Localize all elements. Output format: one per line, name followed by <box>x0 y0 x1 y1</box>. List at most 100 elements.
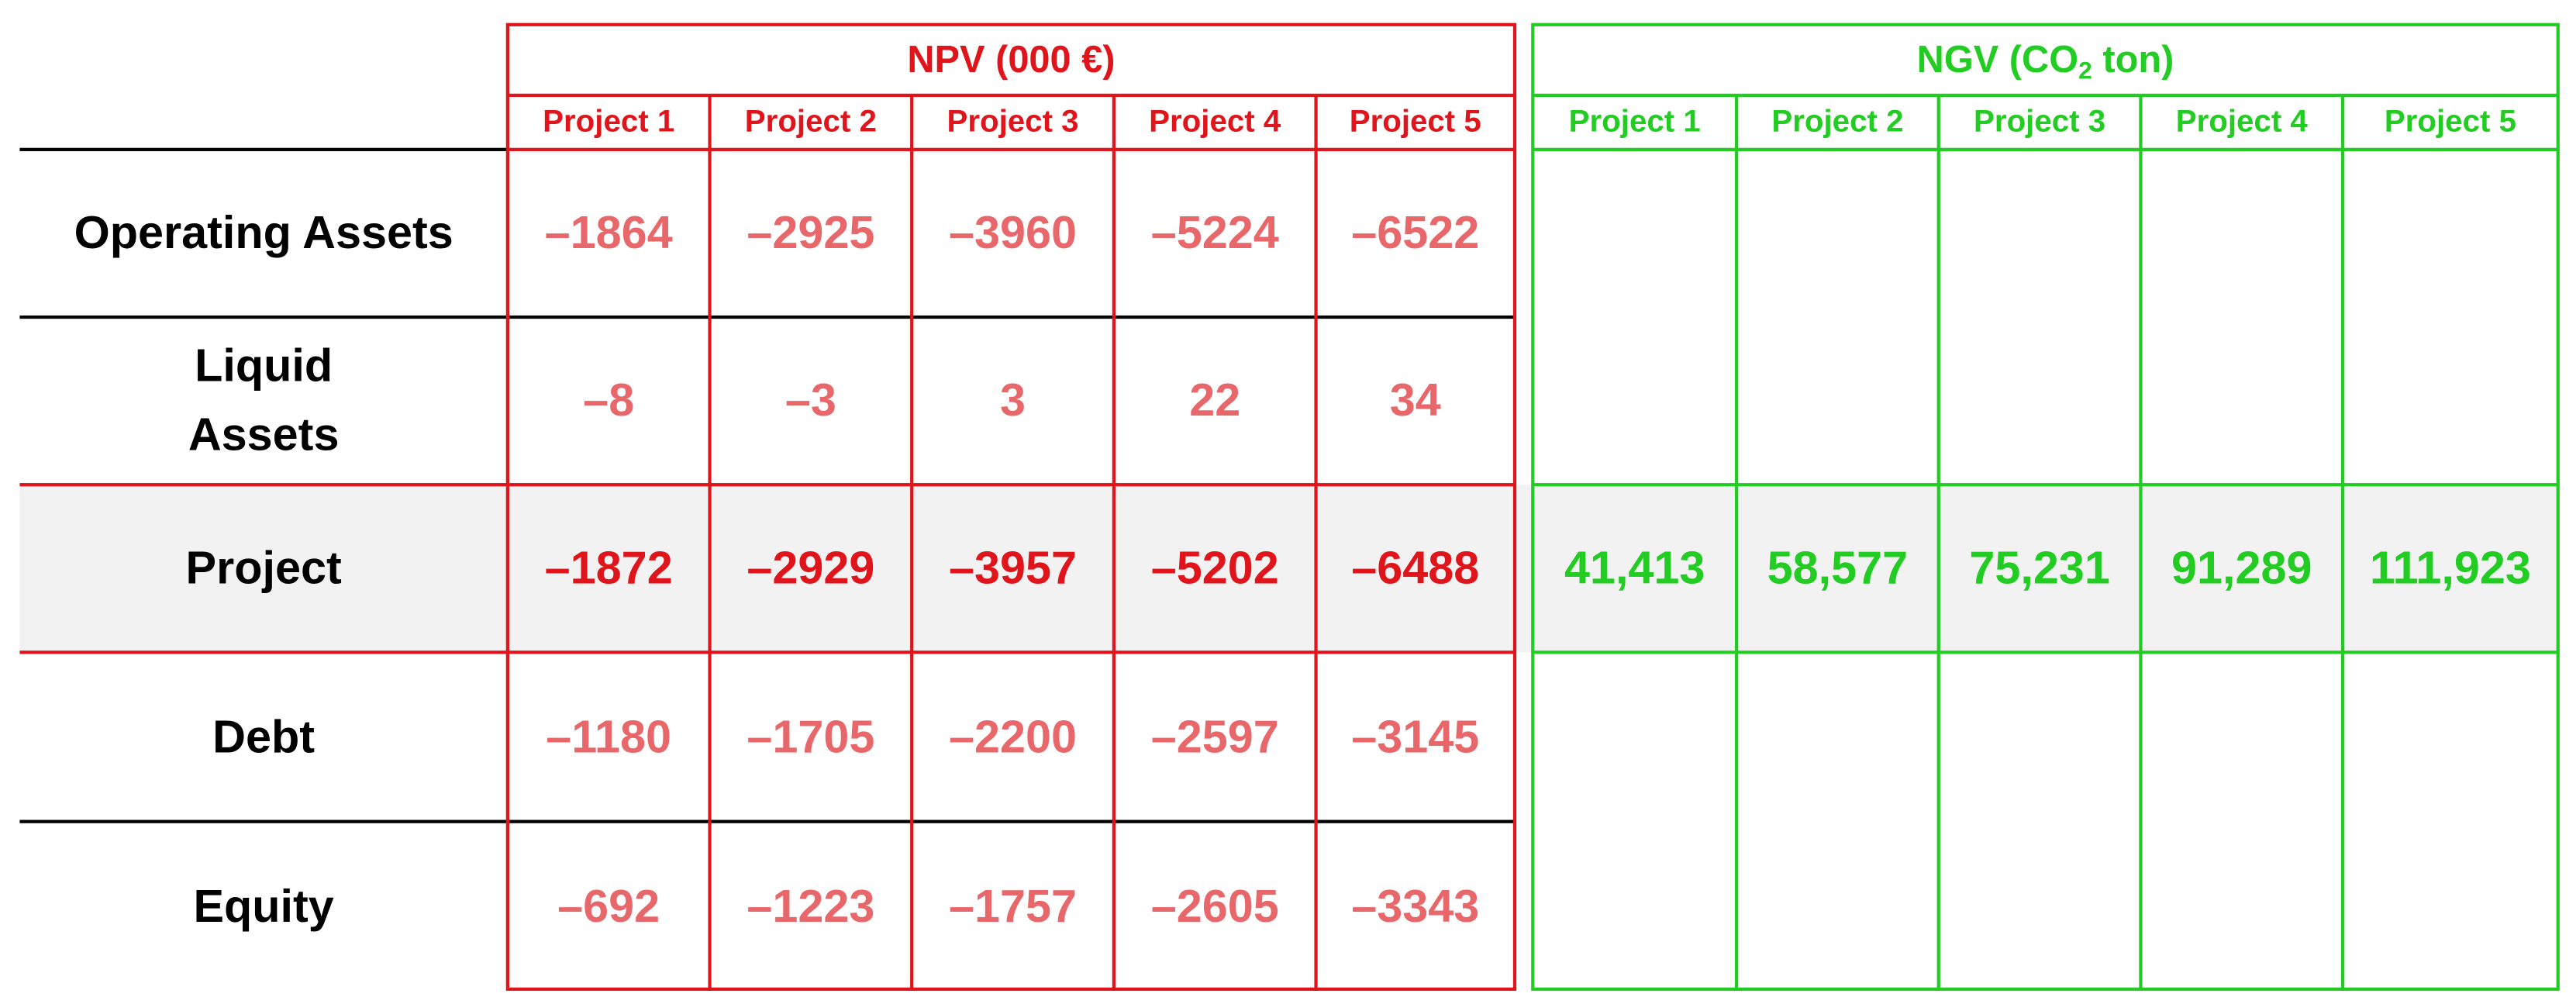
ngv-value-text: 41,413 <box>1564 542 1705 594</box>
npv-value: –2200 <box>912 652 1114 821</box>
npv-column-header-text: Project 5 <box>1349 104 1481 140</box>
npv-value: 3 <box>912 317 1114 485</box>
ngv-value-text: 91,289 <box>2171 542 2312 594</box>
npv-column-header-text: Project 1 <box>543 104 675 140</box>
npv-value-text: –6488 <box>1351 542 1480 594</box>
npv-column-header: Project 3 <box>912 95 1114 150</box>
npv-value-text: –1180 <box>546 710 672 762</box>
npv-column-header-text: Project 4 <box>1149 104 1281 140</box>
npv-value-text: –2605 <box>1150 879 1279 931</box>
npv-column-header-text: Project 2 <box>744 104 877 140</box>
row-label-text: Liquid Assets <box>188 340 340 461</box>
npv-value-text: –3957 <box>949 542 1078 594</box>
npv-value-text: –1223 <box>747 879 875 931</box>
v-rule <box>910 95 913 991</box>
npv-value: –3957 <box>912 485 1114 652</box>
ngv-value: 58,577 <box>1736 485 1939 652</box>
v-rule <box>1112 95 1116 991</box>
npv-value: –692 <box>508 822 710 991</box>
npv-value: –2925 <box>710 150 912 317</box>
npv-value-text: –3 <box>785 374 836 426</box>
ngv-value-text: 58,577 <box>1767 542 1909 594</box>
row-label: Project <box>19 485 507 652</box>
npv-value-text: –1864 <box>544 207 673 258</box>
npv-value-text: –2925 <box>747 207 875 258</box>
ngv-column-header-text: Project 3 <box>1974 104 2106 140</box>
highlight-band <box>19 485 2558 653</box>
npv-value: –3145 <box>1316 652 1515 821</box>
ngv-value: 41,413 <box>1533 485 1736 652</box>
npv-value-text: –8 <box>583 374 635 426</box>
npv-value: –3960 <box>912 150 1114 317</box>
ngv-value: 111,923 <box>2343 485 2558 652</box>
row-label: Equity <box>19 822 507 991</box>
ngv-column-header-text: Project 2 <box>1771 104 1904 140</box>
row-label: Liquid Assets <box>19 317 507 485</box>
v-rule <box>2139 95 2143 991</box>
h-rule <box>1533 483 2558 487</box>
v-rule <box>1314 95 1318 991</box>
row-label-text: Debt <box>212 710 316 762</box>
npv-value: –1872 <box>508 485 710 652</box>
ngv-column-header: Project 1 <box>1533 95 1736 150</box>
npv-value-text: –3343 <box>1351 879 1480 931</box>
npv-value: –1864 <box>508 150 710 317</box>
row-label-text: Equity <box>193 879 334 931</box>
npv-title-text: NPV (000 €) <box>907 36 1116 80</box>
npv-value: –2929 <box>710 485 912 652</box>
h-rule <box>1533 93 2558 98</box>
ngv-column-header: Project 4 <box>2140 95 2343 150</box>
npv-column-header: Project 5 <box>1316 95 1515 150</box>
npv-value: –2605 <box>1114 822 1316 991</box>
row-label: Operating Assets <box>19 150 507 317</box>
ngv-title: NGV (CO2 ton) <box>1533 23 2557 95</box>
ngv-column-header: Project 5 <box>2343 95 2558 150</box>
npv-value-text: –692 <box>557 879 660 931</box>
npv-value-text: –2929 <box>747 542 875 594</box>
npv-value-text: –2200 <box>949 710 1078 762</box>
h-rule <box>1533 147 2558 151</box>
row-label-text: Project <box>185 542 342 594</box>
v-rule <box>1735 95 1738 991</box>
npv-value-text: 34 <box>1389 374 1441 426</box>
npv-value: –1223 <box>710 822 912 991</box>
row-label-text: Operating Assets <box>74 207 453 258</box>
h-rule <box>1533 650 2558 654</box>
npv-value: –3 <box>710 317 912 485</box>
v-rule <box>708 95 712 991</box>
v-rule <box>1937 95 1940 991</box>
npv-column-header-text: Project 3 <box>947 104 1079 140</box>
npv-value-text: –1705 <box>747 710 875 762</box>
ngv-column-header: Project 3 <box>1939 95 2141 150</box>
v-rule <box>2341 95 2344 991</box>
ngv-column-header-text: Project 1 <box>1568 104 1701 140</box>
npv-value: –1180 <box>508 652 710 821</box>
ngv-title-main: NGV (CO <box>1916 36 2079 80</box>
npv-value-text: –5202 <box>1150 542 1279 594</box>
ngv-value-text: 75,231 <box>1969 542 2110 594</box>
row-label: Debt <box>19 652 507 821</box>
npv-column-header: Project 1 <box>508 95 710 150</box>
h-rule <box>19 147 508 151</box>
ngv-column-header: Project 2 <box>1736 95 1939 150</box>
h-rule <box>507 93 1515 98</box>
ngv-column-header-text: Project 4 <box>2175 104 2308 140</box>
npv-title: NPV (000 €) <box>508 23 1515 95</box>
h-rule <box>19 650 1515 654</box>
npv-column-header: Project 4 <box>1114 95 1316 150</box>
npv-value: –8 <box>508 317 710 485</box>
npv-value: –3343 <box>1316 822 1515 991</box>
npv-value: –6522 <box>1316 150 1515 317</box>
npv-value-text: –2597 <box>1150 710 1279 762</box>
npv-value: –5202 <box>1114 485 1316 652</box>
npv-value: –1757 <box>912 822 1114 991</box>
npv-value-text: –6522 <box>1351 207 1480 258</box>
npv-value: –2597 <box>1114 652 1316 821</box>
h-rule <box>19 315 1515 319</box>
npv-value-text: 3 <box>1000 374 1026 426</box>
ngv-box <box>1531 22 2560 991</box>
ngv-column-header-text: Project 5 <box>2384 104 2516 140</box>
npv-box <box>505 22 1517 991</box>
npv-column-header: Project 2 <box>710 95 912 150</box>
